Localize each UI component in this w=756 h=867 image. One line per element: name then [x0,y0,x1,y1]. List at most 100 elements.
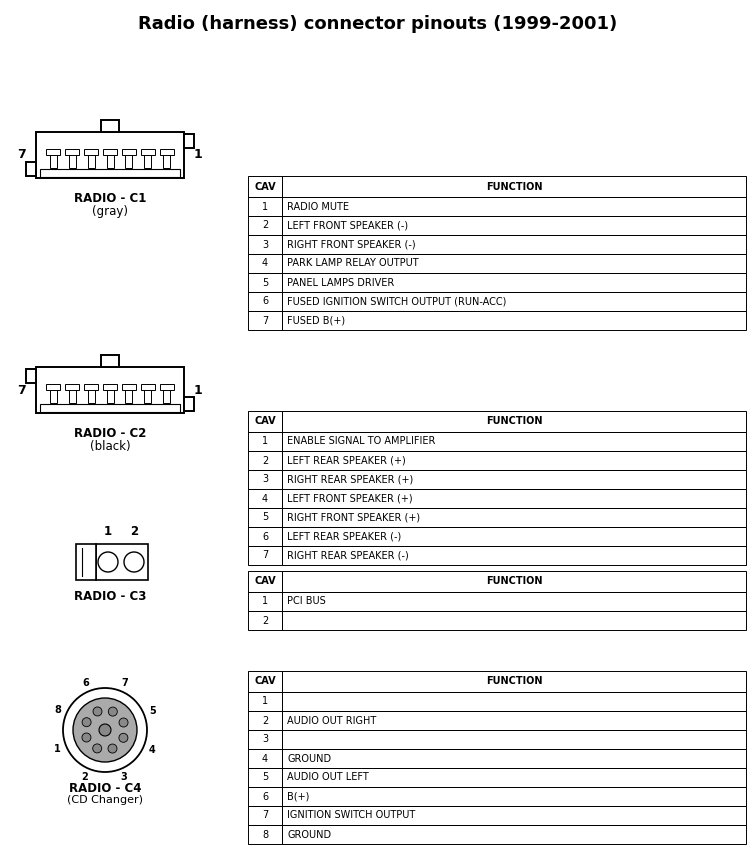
Bar [282,411,746,432]
Text: 2: 2 [262,455,268,466]
Bar [282,692,746,711]
Circle shape [93,744,102,753]
Bar [141,384,155,390]
Bar [122,384,136,390]
Bar [36,132,184,178]
Text: 4: 4 [262,258,268,269]
Text: 4: 4 [149,745,155,755]
Text: RADIO MUTE: RADIO MUTE [287,201,349,212]
Bar [122,149,136,155]
Text: 1: 1 [262,696,268,707]
Bar [282,730,746,749]
Text: PANEL LAMPS DRIVER: PANEL LAMPS DRIVER [287,277,394,288]
Text: 8: 8 [54,705,61,715]
Text: 5: 5 [149,706,156,716]
Bar [282,806,746,825]
Text: 7: 7 [17,148,26,161]
Text: 1: 1 [262,201,268,212]
Text: 1: 1 [262,436,268,447]
Text: 7: 7 [122,678,129,688]
Bar [103,384,117,390]
Bar [248,711,282,730]
Bar [163,154,170,168]
Bar [248,235,282,254]
Text: PCI BUS: PCI BUS [287,596,326,607]
Text: 6: 6 [262,792,268,801]
Text: RIGHT REAR SPEAKER (-): RIGHT REAR SPEAKER (-) [287,551,409,560]
Text: 2: 2 [262,220,268,231]
Text: 4: 4 [262,753,268,764]
Text: RIGHT FRONT SPEAKER (+): RIGHT FRONT SPEAKER (+) [287,512,420,523]
Circle shape [119,718,128,727]
Bar [282,176,746,197]
Bar [46,149,60,155]
Text: LEFT REAR SPEAKER (-): LEFT REAR SPEAKER (-) [287,531,401,542]
Circle shape [99,724,111,736]
Bar [248,787,282,806]
Bar [282,273,746,292]
Text: 2: 2 [262,616,268,625]
Text: PARK LAMP RELAY OUTPUT: PARK LAMP RELAY OUTPUT [287,258,419,269]
Text: 3: 3 [262,474,268,485]
Text: RADIO - C2: RADIO - C2 [74,427,146,440]
Text: AUDIO OUT LEFT: AUDIO OUT LEFT [287,772,369,783]
Text: CAV: CAV [254,181,276,192]
Bar [69,389,76,403]
Bar [282,768,746,787]
Text: FUNCTION: FUNCTION [486,577,542,586]
Bar [144,154,151,168]
Text: 1: 1 [104,525,112,538]
Text: 7: 7 [262,811,268,820]
Bar [248,311,282,330]
Bar [26,369,36,383]
Bar [65,384,79,390]
Bar [282,671,746,692]
Bar [144,389,151,403]
Bar [107,154,113,168]
Bar [84,384,98,390]
Text: (black): (black) [90,440,130,453]
Bar [282,711,746,730]
Text: 2: 2 [130,525,138,538]
Text: CAV: CAV [254,676,276,687]
Text: 6: 6 [262,531,268,542]
Bar [248,611,282,630]
Bar [248,176,282,197]
Bar [50,154,57,168]
Bar [69,154,76,168]
Bar [248,254,282,273]
Bar [248,411,282,432]
Text: 3: 3 [121,772,128,782]
Bar [101,355,119,367]
Bar [141,149,155,155]
Bar [248,216,282,235]
Bar [88,154,94,168]
Text: 3: 3 [262,734,268,745]
Bar [160,384,174,390]
Text: FUNCTION: FUNCTION [486,676,542,687]
Text: 7: 7 [17,383,26,396]
Circle shape [124,552,144,572]
Bar [282,470,746,489]
Bar [248,768,282,787]
Bar [282,432,746,451]
Text: FUNCTION: FUNCTION [486,416,542,427]
Text: 5: 5 [262,512,268,523]
Circle shape [63,688,147,772]
Bar [248,508,282,527]
Bar [26,162,36,176]
Bar [248,806,282,825]
Text: Radio (harness) connector pinouts (1999-2001): Radio (harness) connector pinouts (1999-… [138,15,618,33]
Text: RADIO - C1: RADIO - C1 [74,192,146,205]
Bar [40,169,180,177]
Bar [46,384,60,390]
Text: LEFT REAR SPEAKER (+): LEFT REAR SPEAKER (+) [287,455,406,466]
Bar [101,120,119,132]
Bar [248,292,282,311]
Text: RIGHT REAR SPEAKER (+): RIGHT REAR SPEAKER (+) [287,474,414,485]
Text: 2: 2 [82,772,88,782]
Text: AUDIO OUT RIGHT: AUDIO OUT RIGHT [287,715,376,726]
Circle shape [82,718,91,727]
Text: (CD Changer): (CD Changer) [67,795,143,805]
Bar [282,571,746,592]
